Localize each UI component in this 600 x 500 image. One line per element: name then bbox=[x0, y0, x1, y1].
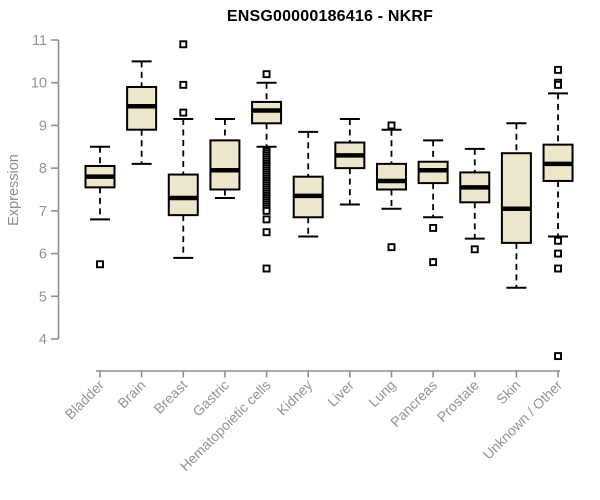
boxplot-brain bbox=[126, 60, 158, 165]
outlier-point bbox=[387, 243, 396, 252]
boxplot-kidney bbox=[292, 130, 324, 238]
x-tick-label: Liver bbox=[324, 377, 357, 410]
boxplot-gastric bbox=[209, 118, 241, 200]
boxplot-liver bbox=[334, 118, 366, 206]
outlier-point bbox=[470, 245, 479, 254]
outlier-point bbox=[429, 258, 438, 267]
boxplot-skin bbox=[500, 122, 532, 289]
box-rect bbox=[375, 162, 407, 191]
boxplot-pancreas bbox=[417, 139, 449, 267]
outlier-point bbox=[262, 228, 271, 237]
outlier-point bbox=[179, 40, 188, 49]
outlier-point bbox=[179, 108, 188, 117]
outlier-point bbox=[429, 223, 438, 232]
x-tick-label: Unknown / Other bbox=[480, 377, 566, 463]
outlier-point bbox=[262, 206, 271, 215]
y-tick-label: 5 bbox=[39, 289, 47, 305]
y-tick-label: 4 bbox=[39, 332, 47, 348]
boxplot-hematopoietic-cells bbox=[251, 70, 283, 273]
x-tick-label: Skin bbox=[493, 377, 524, 408]
outlier-point bbox=[262, 70, 271, 79]
outlier-point bbox=[262, 215, 271, 224]
outlier-point bbox=[554, 65, 562, 74]
y-tick-label: 11 bbox=[32, 33, 47, 49]
outlier-point bbox=[554, 80, 562, 89]
x-tick-label: Lung bbox=[365, 377, 398, 410]
boxplot-breast bbox=[167, 40, 199, 259]
outlier-point bbox=[554, 352, 562, 361]
box-rect bbox=[167, 173, 199, 217]
boxplot-prostate bbox=[459, 147, 491, 254]
chart-title: ENSG00000186416 - NKRF bbox=[226, 8, 434, 25]
outlier-point bbox=[554, 264, 562, 273]
x-tick-label: Breast bbox=[150, 377, 190, 417]
y-tick-label: 10 bbox=[31, 76, 47, 92]
y-tick-label: 6 bbox=[39, 247, 47, 263]
outlier-point bbox=[262, 264, 271, 273]
outlier-point bbox=[179, 80, 188, 89]
outlier-point bbox=[554, 236, 562, 245]
outlier-point bbox=[96, 260, 104, 269]
box-rect bbox=[500, 152, 532, 244]
boxplot-lung bbox=[375, 121, 407, 252]
y-tick-label: 9 bbox=[39, 118, 47, 134]
x-tick-label: Prostate bbox=[434, 377, 482, 425]
x-tick-label: Bladder bbox=[62, 377, 108, 423]
y-tick-label: 8 bbox=[39, 161, 47, 177]
x-tick-label: Brain bbox=[114, 377, 148, 411]
x-tick-label: Kidney bbox=[274, 377, 316, 419]
outlier-point bbox=[554, 249, 562, 258]
boxplot-unknown-other bbox=[542, 65, 574, 361]
boxplot-bladder bbox=[84, 145, 116, 269]
box-rect bbox=[209, 139, 241, 191]
outlier-point bbox=[387, 121, 396, 130]
y-tick-label: 7 bbox=[39, 204, 47, 220]
